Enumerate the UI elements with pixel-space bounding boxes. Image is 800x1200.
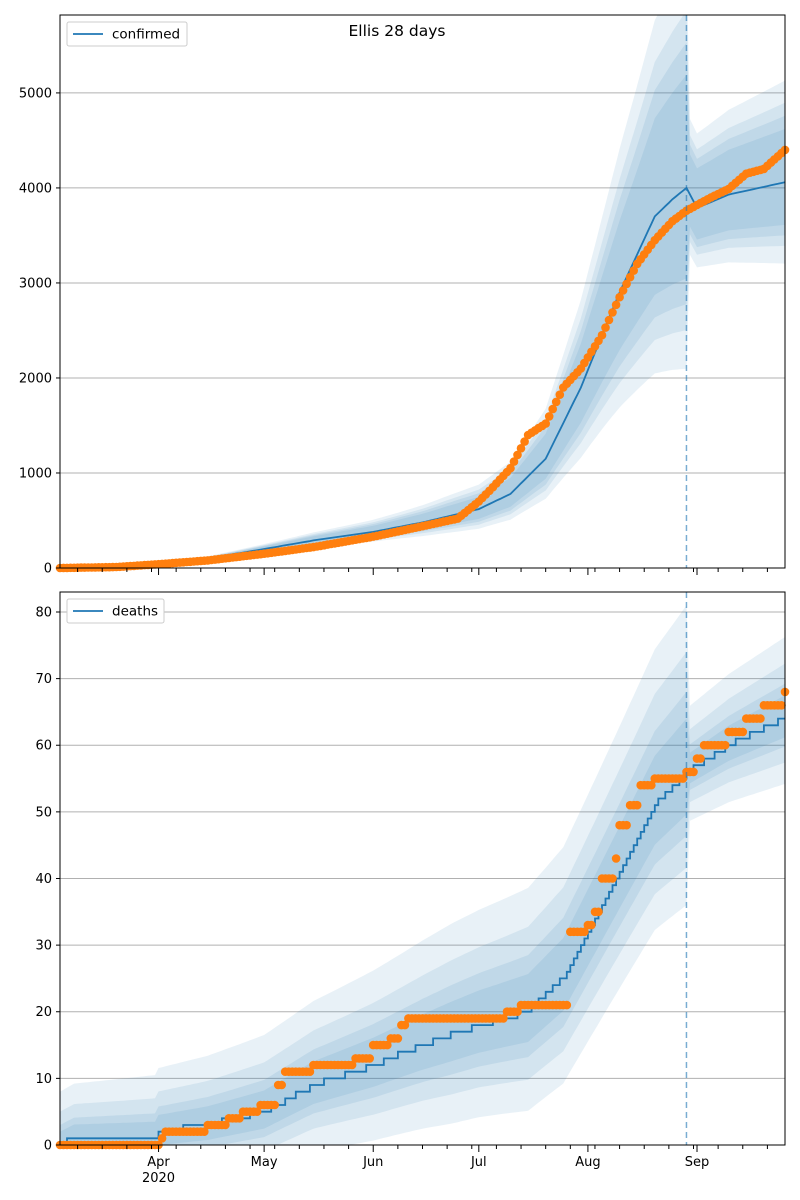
confirmed-uncertainty-bands [60, 15, 785, 568]
observed-point [551, 397, 561, 407]
uncertainty-band [60, 15, 785, 568]
observed-point [611, 854, 621, 863]
confirmed-chart-title: Ellis 28 days [349, 22, 446, 40]
observed-point [506, 463, 515, 473]
x-tick-label: Jun [362, 1155, 383, 1170]
observed-point [696, 754, 705, 763]
observed-point [516, 444, 526, 453]
observed-point [562, 1000, 572, 1010]
observed-point [604, 315, 614, 325]
y-tick-label: 70 [35, 672, 52, 687]
observed-point [305, 1067, 315, 1076]
observed-point [544, 412, 554, 421]
deaths-legend: deaths [66, 598, 165, 624]
x-tick-label: Aug [575, 1155, 600, 1170]
observed-point [622, 820, 631, 830]
deaths-uncertainty-bands [60, 605, 785, 1145]
uncertainty-band [60, 652, 785, 1145]
legend-label-deaths: deaths [112, 604, 158, 620]
observed-point [608, 874, 617, 883]
y-tick-label: 0 [44, 1139, 52, 1154]
y-tick-label: 10 [35, 1072, 52, 1087]
observed-point [777, 701, 786, 710]
confirmed-legend: confirmed [66, 21, 188, 47]
uncertainty-band [60, 605, 785, 1145]
y-tick-label: 0 [44, 562, 52, 577]
observed-point [611, 300, 621, 310]
observed-point [270, 1100, 280, 1110]
y-tick-label: 4000 [19, 181, 52, 196]
y-tick-label: 20 [35, 1005, 52, 1020]
observed-point [738, 727, 748, 737]
observed-point [509, 457, 519, 466]
observed-point [513, 1007, 522, 1016]
observed-point [601, 323, 610, 332]
observed-point [548, 404, 557, 414]
uncertainty-band [60, 15, 785, 568]
y-tick-label: 1000 [19, 466, 52, 481]
observed-point [629, 266, 638, 275]
observed-point [347, 1060, 357, 1070]
y-tick-label: 60 [35, 739, 52, 754]
y-tick-label: 5000 [19, 86, 52, 101]
observed-point [756, 714, 765, 723]
observed-point [499, 1014, 508, 1023]
uncertainty-band [60, 695, 785, 1145]
x-tick-sublabel: 2020 [142, 1171, 175, 1186]
uncertainty-band [60, 683, 785, 1145]
observed-point [678, 774, 688, 783]
legend-box [66, 598, 165, 624]
observed-point [597, 330, 607, 340]
observed-point [587, 920, 596, 930]
observed-point [689, 767, 698, 777]
y-tick-label: 2000 [19, 371, 52, 386]
observed-point [277, 1080, 287, 1090]
confirmed-x-axis [77, 568, 768, 575]
observed-point [235, 1114, 244, 1123]
observed-point [221, 1120, 230, 1130]
x-tick-label: Apr [147, 1155, 170, 1170]
observed-point [555, 390, 565, 400]
observed-point [513, 450, 522, 460]
observed-point [647, 780, 656, 790]
y-tick-label: 40 [35, 872, 52, 887]
observed-point [383, 1040, 392, 1050]
deaths-y-axis: 0 10 20 30 40 50 60 70 80 [35, 605, 60, 1154]
observed-point [615, 292, 624, 302]
observed-point [622, 279, 631, 289]
x-tick-label: Jul [470, 1155, 487, 1170]
y-tick-label: 50 [35, 805, 52, 820]
observed-point [541, 419, 550, 428]
confirmed-y-axis: 0 1000 2000 3000 4000 5000 [19, 86, 60, 577]
observed-point [608, 308, 617, 317]
observed-point [632, 800, 642, 810]
x-tick-label: Sep [685, 1155, 710, 1170]
observed-point [157, 1134, 167, 1143]
observed-point [580, 927, 589, 937]
legend-box [66, 21, 188, 47]
observed-point [720, 740, 730, 750]
y-tick-label: 30 [35, 939, 52, 954]
observed-point [625, 272, 635, 282]
uncertainty-band [60, 42, 785, 568]
y-tick-label: 80 [35, 605, 52, 620]
observed-point [393, 1034, 403, 1043]
observed-point [400, 1020, 410, 1030]
confirmed-panel: 0 1000 2000 3000 4000 5000 Ellis 28 days conf… [19, 14, 790, 577]
observed-point [252, 1107, 262, 1116]
observed-point [618, 286, 628, 295]
observed-point [594, 907, 603, 917]
legend-label-confirmed: confirmed [112, 27, 180, 43]
observed-point [520, 437, 529, 446]
y-tick-label: 3000 [19, 276, 52, 291]
x-tick-label: May [251, 1155, 278, 1170]
observed-point [200, 1127, 209, 1136]
observed-point [365, 1054, 375, 1063]
